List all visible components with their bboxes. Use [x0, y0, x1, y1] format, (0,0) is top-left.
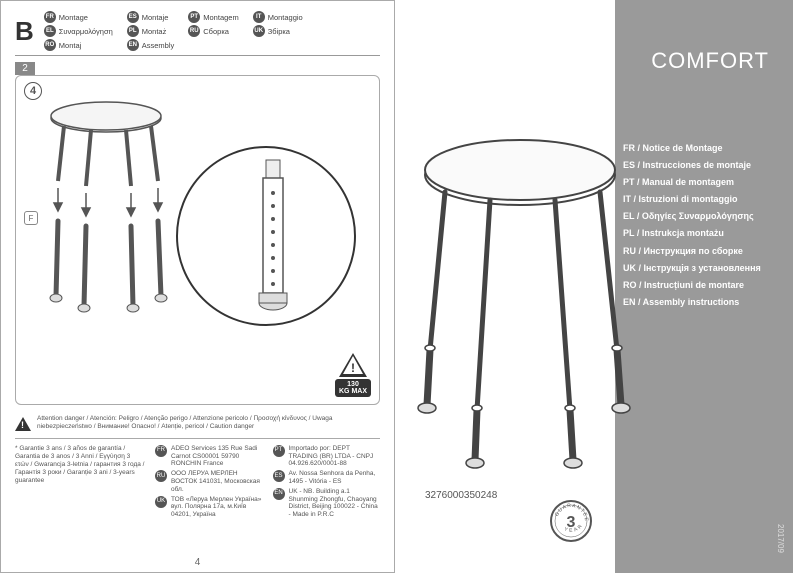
instruction-panel: 4 — [15, 75, 380, 405]
product-code: 3276000350248 — [425, 490, 497, 501]
language-grid: FRMontage ESMontaje PTMontagem ITMontagg… — [44, 11, 303, 51]
notice-item: RU / Инструкция по сборке — [623, 243, 773, 260]
addr-text: ΟΟΟ ЛЕРУА МЕРЛЕН ВОСТОК 141031, Московск… — [171, 470, 263, 493]
lang-cell: ITMontaggio — [253, 11, 303, 23]
brand-title: COMFORT — [651, 48, 769, 74]
lang-code-icon: UK — [253, 25, 265, 37]
lang-code-icon: PT — [188, 11, 200, 23]
notice-item: IT / Istruzioni di montaggio — [623, 191, 773, 208]
right-page: COMFORT FR / Notice de Montage ES / Inst… — [395, 0, 793, 573]
lang-code-icon: EN — [127, 39, 139, 51]
lang-cell: RUСборка — [188, 25, 238, 37]
lang-label: Assembly — [142, 41, 175, 50]
weight-unit: KG MAX — [339, 388, 367, 395]
lang-cell: PLMontaż — [127, 25, 175, 37]
lang-cell: ROMontaj — [44, 39, 113, 51]
footer-row: * Garantie 3 ans / 3 años de garantía / … — [15, 445, 380, 521]
section-header: B FRMontage ESMontaje PTMontagem ITMonta… — [15, 11, 380, 56]
guarantee-badge: 3 GUARANTEE YEARS — [549, 499, 593, 543]
addr-text: UK - NB. Building a.1 Shunming Zhongfu, … — [289, 488, 381, 519]
lang-label: Montaż — [142, 27, 167, 36]
lang-code-icon: EL — [44, 25, 56, 37]
addr-text: ТОВ «Леруа Мерлен Україна» вул. Полярна … — [171, 496, 263, 519]
addr-code-icon: PT — [273, 445, 285, 457]
warning-triangle-icon — [15, 417, 31, 431]
section-letter: B — [15, 16, 34, 47]
page-number: 4 — [1, 557, 394, 568]
addr-code-icon: ES — [273, 470, 285, 482]
left-page: B FRMontage ESMontaje PTMontagem ITMonta… — [0, 0, 395, 573]
address-item: PT Importado por: DEPT TRADING (BR) LTDA … — [273, 445, 381, 468]
lang-cell: PTMontagem — [188, 11, 238, 23]
address-item: UK ТОВ «Леруа Мерлен Україна» вул. Полярн… — [155, 496, 263, 519]
addr-text: ADEO Services 135 Rue Sadi Carnot CS0000… — [171, 445, 263, 468]
lang-label: Montagem — [203, 13, 238, 22]
lang-label: Montaj — [59, 41, 82, 50]
address-item: ES Av. Nossa Senhora da Penha, 1495 - Vit… — [273, 470, 381, 486]
notice-item: PT / Manual de montagem — [623, 174, 773, 191]
lang-label: Montaggio — [268, 13, 303, 22]
guarantee-text: * Garantie 3 ans / 3 años de garantía / … — [15, 445, 145, 521]
address-item: EN UK - NB. Building a.1 Shunming Zhongfu… — [273, 488, 381, 519]
step-tab: 2 — [15, 62, 35, 75]
notice-item: ES / Instrucciones de montaje — [623, 157, 773, 174]
lang-label: Збірка — [268, 27, 290, 36]
lang-code-icon: RO — [44, 39, 56, 51]
notice-item: FR / Notice de Montage — [623, 140, 773, 157]
max-weight-badge: ! 130KG MAX — [335, 353, 371, 398]
lang-label: Montaje — [142, 13, 169, 22]
notice-item: EL / Οδηγίες Συναρμολόγησης — [623, 208, 773, 225]
notice-item: RO / Instrucțiuni de montare — [623, 277, 773, 294]
lang-code-icon: IT — [253, 11, 265, 23]
leg-detail-diagram — [248, 158, 298, 318]
address-item: FR ADEO Services 135 Rue Sadi Carnot CS00… — [155, 445, 263, 468]
notice-item: EN / Assembly instructions — [623, 294, 773, 311]
warning-triangle-icon: ! — [339, 353, 367, 377]
addr-code-icon: RU — [155, 470, 167, 482]
lang-cell: UKЗбірка — [253, 25, 303, 37]
lang-cell: ESMontaje — [127, 11, 175, 23]
addr-code-icon: EN — [273, 488, 285, 500]
danger-warning: Attention danger / Atención: Peligro / A… — [15, 415, 380, 432]
address-column-left: FR ADEO Services 135 Rue Sadi Carnot CS00… — [155, 445, 263, 521]
notice-item: UK / Інструкція з установлення — [623, 260, 773, 277]
lang-code-icon: PL — [127, 25, 139, 37]
notice-language-list: FR / Notice de Montage ES / Instruccione… — [623, 140, 773, 311]
addr-code-icon: UK — [155, 496, 167, 508]
lang-cell: ELΣυναρμολόγηση — [44, 25, 113, 37]
addr-text: Importado por: DEPT TRADING (BR) LTDA - … — [289, 445, 381, 468]
danger-text: Attention danger / Atención: Peligro / A… — [37, 415, 380, 432]
notice-item: PL / Instrukcja montażu — [623, 225, 773, 242]
part-label-f: F — [24, 211, 38, 225]
stool-assembly-diagram — [36, 96, 186, 326]
divider — [15, 438, 380, 439]
addr-code-icon: FR — [155, 445, 167, 457]
lang-cell: FRMontage — [44, 11, 113, 23]
lang-code-icon: ES — [127, 11, 139, 23]
detail-circle — [176, 146, 356, 326]
lang-label: Сборка — [203, 27, 229, 36]
product-illustration — [405, 130, 635, 470]
print-date: 2017/09 — [776, 524, 785, 553]
lang-label: Montage — [59, 13, 88, 22]
lang-code-icon: FR — [44, 11, 56, 23]
lang-label: Συναρμολόγηση — [59, 27, 113, 36]
lang-code-icon: RU — [188, 25, 200, 37]
lang-cell: ENAssembly — [127, 39, 175, 51]
addr-text: Av. Nossa Senhora da Penha, 1495 - Vitór… — [289, 470, 381, 486]
address-item: RU ΟΟΟ ЛЕРУА МЕРЛЕН ВОСТОК 141031, Москов… — [155, 470, 263, 493]
address-column-right: PT Importado por: DEPT TRADING (BR) LTDA … — [273, 445, 381, 521]
weight-value: 130 — [347, 381, 359, 388]
